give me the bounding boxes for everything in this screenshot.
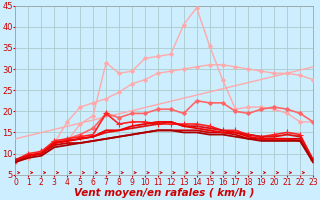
X-axis label: Vent moyen/en rafales ( km/h ): Vent moyen/en rafales ( km/h ) (74, 188, 254, 198)
